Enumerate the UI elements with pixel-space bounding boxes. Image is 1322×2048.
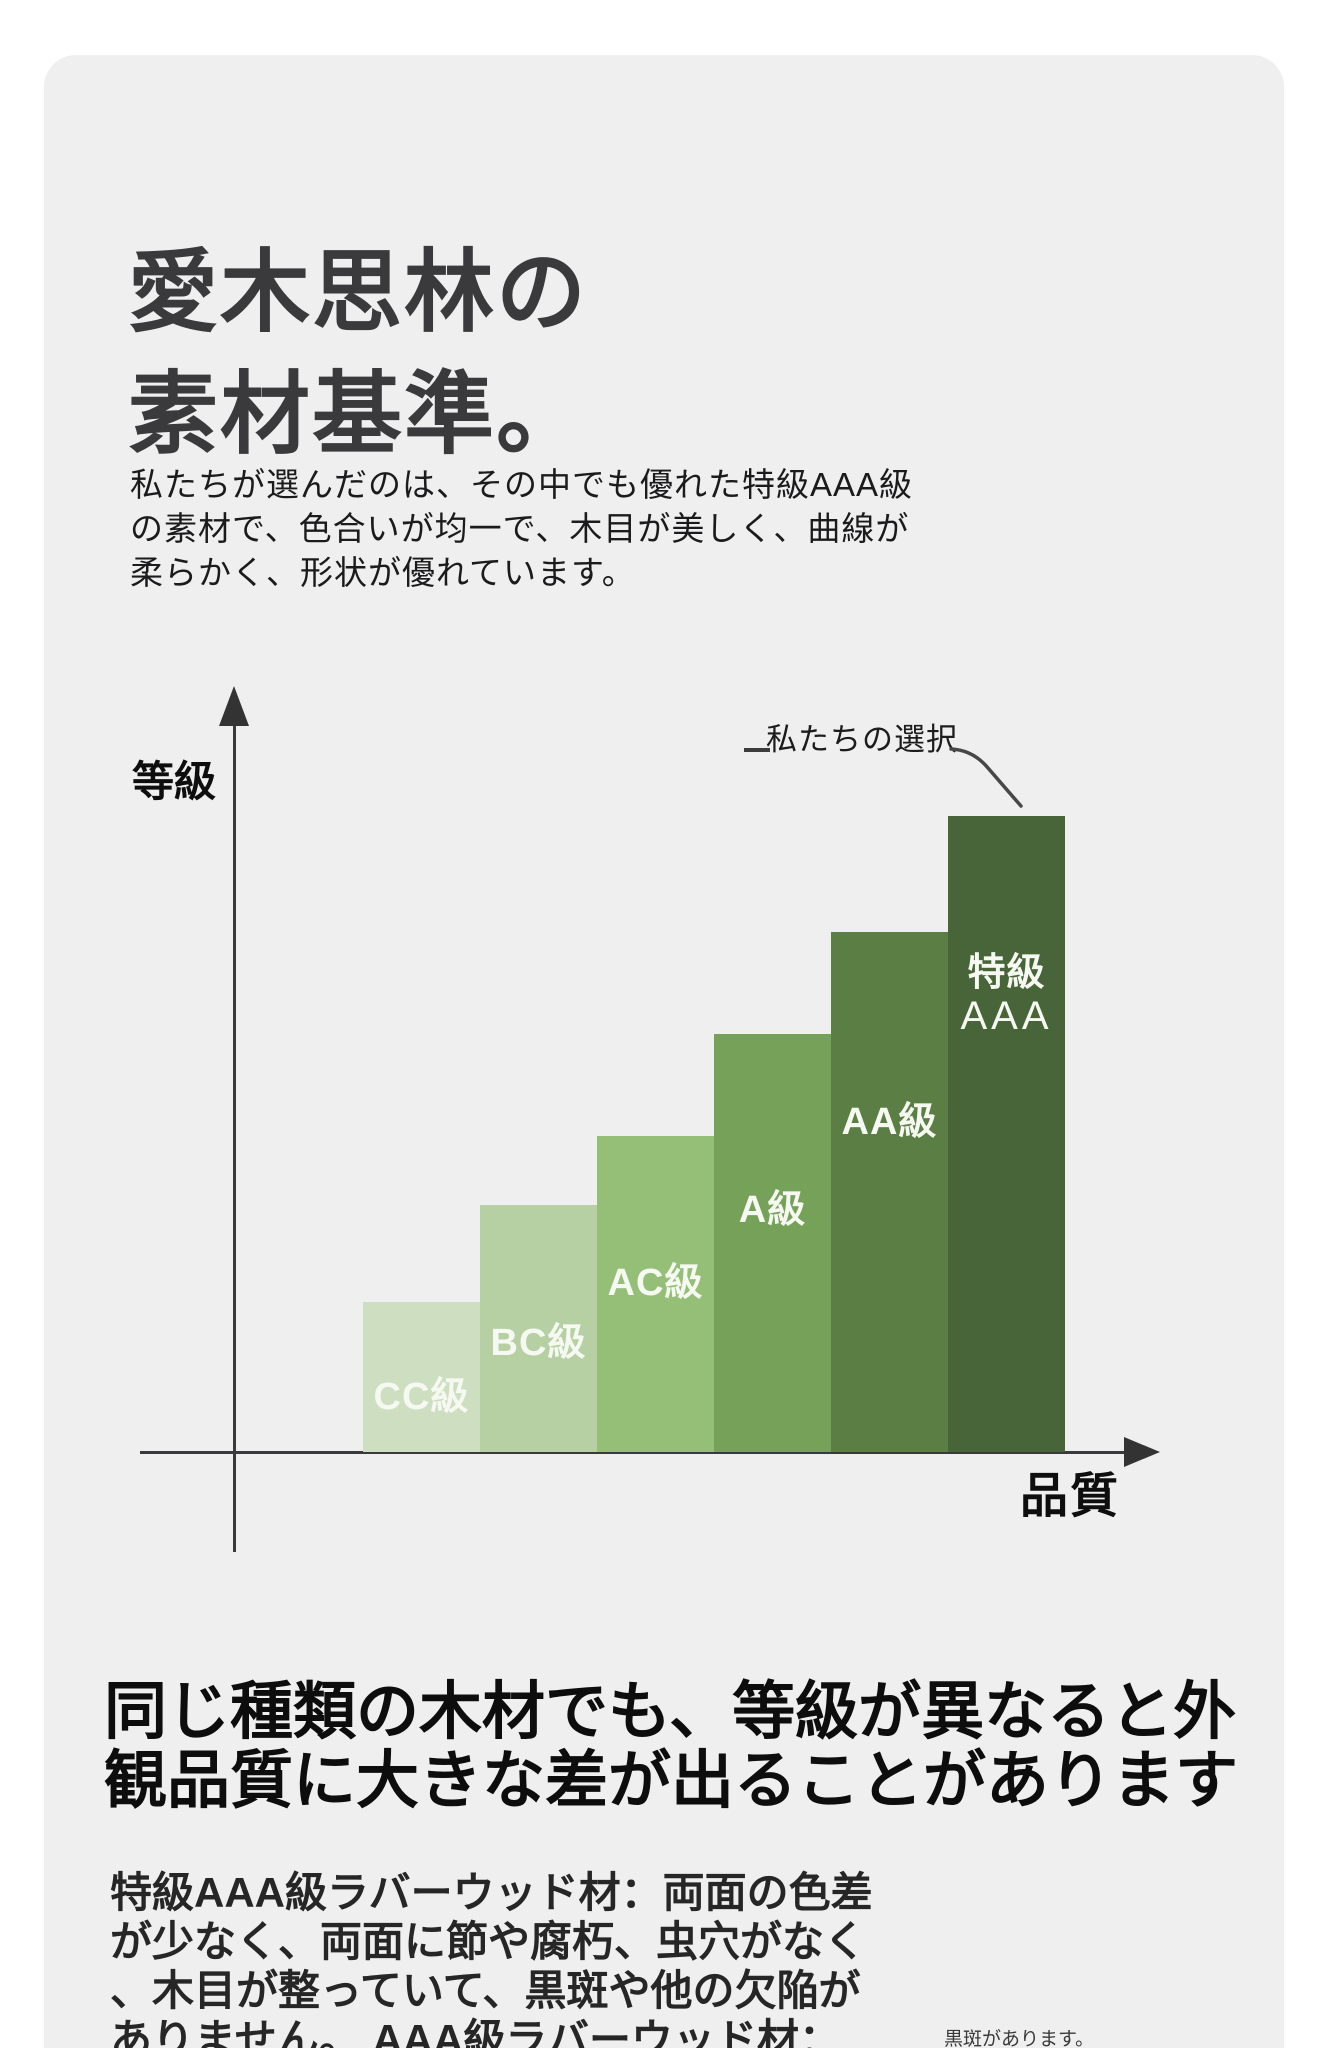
footnote: 黒斑があります。 [944, 2029, 1095, 2048]
y-axis-label: 等級 [132, 758, 217, 805]
y-axis-line [233, 714, 236, 1552]
intro-paragraph: 私たちが選んだのは、その中でも優れた特級AAA級 の素材で、色合いが均一で、木目… [130, 463, 913, 595]
body-line: が少なく、両面に節や腐朽、虫穴がなく [110, 1918, 867, 1965]
x-axis-label: 品質 [1020, 1470, 1121, 1523]
y-axis-arrow-icon [219, 686, 249, 726]
body-line: 、木目が整っていて、黒斑や他の欠陥が [110, 1967, 861, 2014]
body-line: ありません。 AAA級ラバーウッド材： [110, 2016, 841, 2048]
bar-label: 特級 AAA [948, 952, 1065, 1036]
bar-A級: A級 [714, 1034, 831, 1452]
title-line: 愛木思林の [128, 243, 588, 344]
chart-annotation: 私たちの選択 [766, 722, 958, 757]
bar-label: A級 [714, 1189, 831, 1231]
bar-AA級: AA級 [831, 932, 948, 1452]
bar-label: AC級 [597, 1262, 714, 1304]
bar-label-line: AC級 [607, 1262, 704, 1304]
heading-line: 同じ種類の木材でも、等級が異なると外 [104, 1677, 1237, 1748]
bar-AC級: AC級 [597, 1136, 714, 1452]
body-line: 特級AAA級ラバーウッド材：両面の色差 [110, 1869, 873, 1916]
section-heading: 同じ種類の木材でも、等級が異なると外 観品質に大きな差が出ることがあります [104, 1678, 1238, 1816]
bar-label: CC級 [363, 1376, 480, 1418]
bar-特級AAA: 特級 AAA [948, 816, 1065, 1452]
intro-line: 柔らかく、形状が優れています。 [130, 554, 636, 591]
intro-line: 私たちが選んだのは、その中でも優れた特級AAA級 [130, 466, 914, 503]
heading-line: 観品質に大きな差が出ることがあります [104, 1746, 1238, 1817]
bar-label-line: BC級 [490, 1322, 587, 1364]
bar-label-line: CC級 [373, 1376, 470, 1418]
bar-label-line: A級 [738, 1189, 807, 1231]
bar-CC級: CC級 [363, 1302, 480, 1452]
bar-label-line: 特級 [967, 952, 1046, 994]
page-title: 愛木思林の 素材基準。 [128, 232, 588, 476]
bar-label: AA級 [831, 1101, 948, 1143]
content-card [44, 55, 1284, 2048]
x-axis-arrow-icon [1124, 1437, 1160, 1467]
intro-line: の素材で、色合いが均一で、木目が美しく、曲線が [130, 510, 910, 547]
detail-paragraph: 特級AAA級ラバーウッド材：両面の色差 が少なく、両面に節や腐朽、虫穴がなく 、… [110, 1868, 950, 2048]
bar-BC級: BC級 [480, 1205, 597, 1452]
bar-label-line: AA級 [841, 1101, 938, 1143]
title-line: 素材基準。 [128, 365, 588, 466]
x-axis-line [140, 1451, 1130, 1454]
bar-label: BC級 [480, 1322, 597, 1364]
bar-label-line: AAA [960, 994, 1053, 1038]
annotation-dash [744, 748, 770, 752]
